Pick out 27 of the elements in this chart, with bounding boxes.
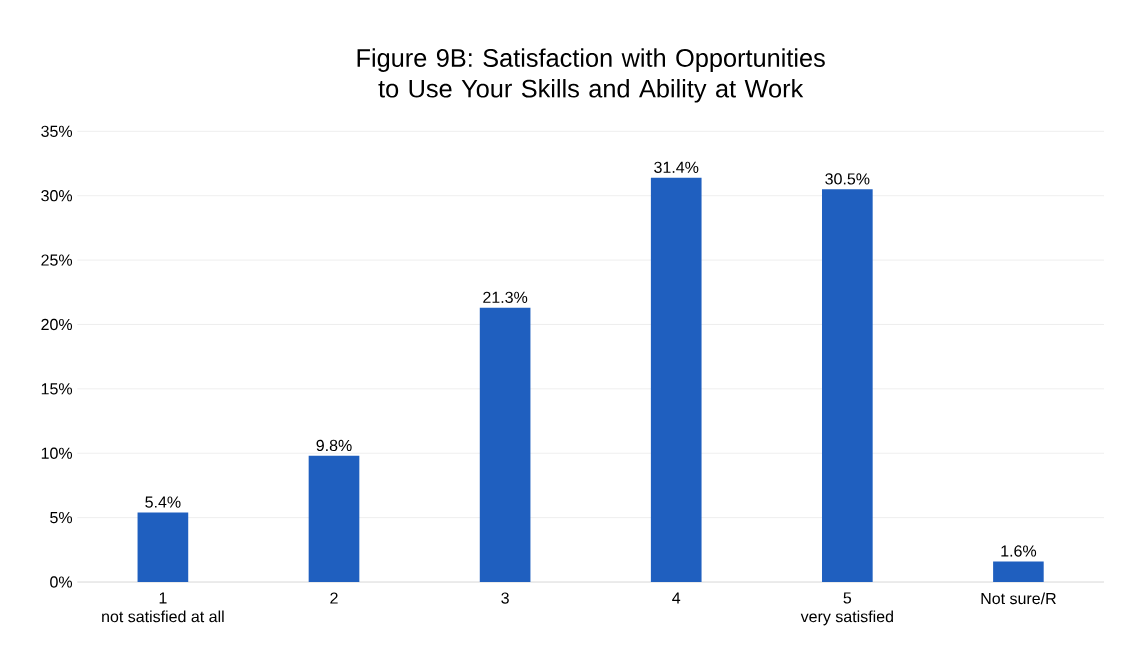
bar xyxy=(479,307,531,582)
y-tick-label: 35% xyxy=(41,125,73,137)
x-tick-label: 5 very satisfied xyxy=(800,592,893,626)
y-tick-label: 0% xyxy=(50,576,73,588)
y-tick-label: 25% xyxy=(41,254,73,266)
data-label: 31.4% xyxy=(654,161,699,173)
y-tick-label: 20% xyxy=(41,318,73,331)
data-label: 1.6% xyxy=(1001,545,1037,557)
x-tick-label: Not sure/R xyxy=(981,592,1056,605)
bar xyxy=(308,455,360,582)
bar xyxy=(137,512,189,582)
y-tick-label: 15% xyxy=(41,383,73,395)
data-label: 5.4% xyxy=(145,496,181,508)
bar xyxy=(650,177,702,582)
y-tick-label: 10% xyxy=(41,447,73,459)
data-label: 21.3% xyxy=(483,291,528,304)
data-label: 9.8% xyxy=(316,439,352,452)
x-tick-label: 2 xyxy=(330,592,338,604)
x-tick-label: 3 xyxy=(501,592,509,604)
bar xyxy=(822,189,873,582)
y-tick-label: 30% xyxy=(41,190,73,202)
chart-title: Figure 9B: Satisfaction with Opportunities to Use Your Skills and Ability at Work xyxy=(357,48,825,103)
data-label: 30.5% xyxy=(825,173,870,185)
bar xyxy=(993,561,1044,582)
x-tick-label: 4 xyxy=(672,592,681,604)
y-tick-label: 5% xyxy=(50,511,73,524)
x-tick-label: 1 not satisfied at all xyxy=(102,592,224,623)
